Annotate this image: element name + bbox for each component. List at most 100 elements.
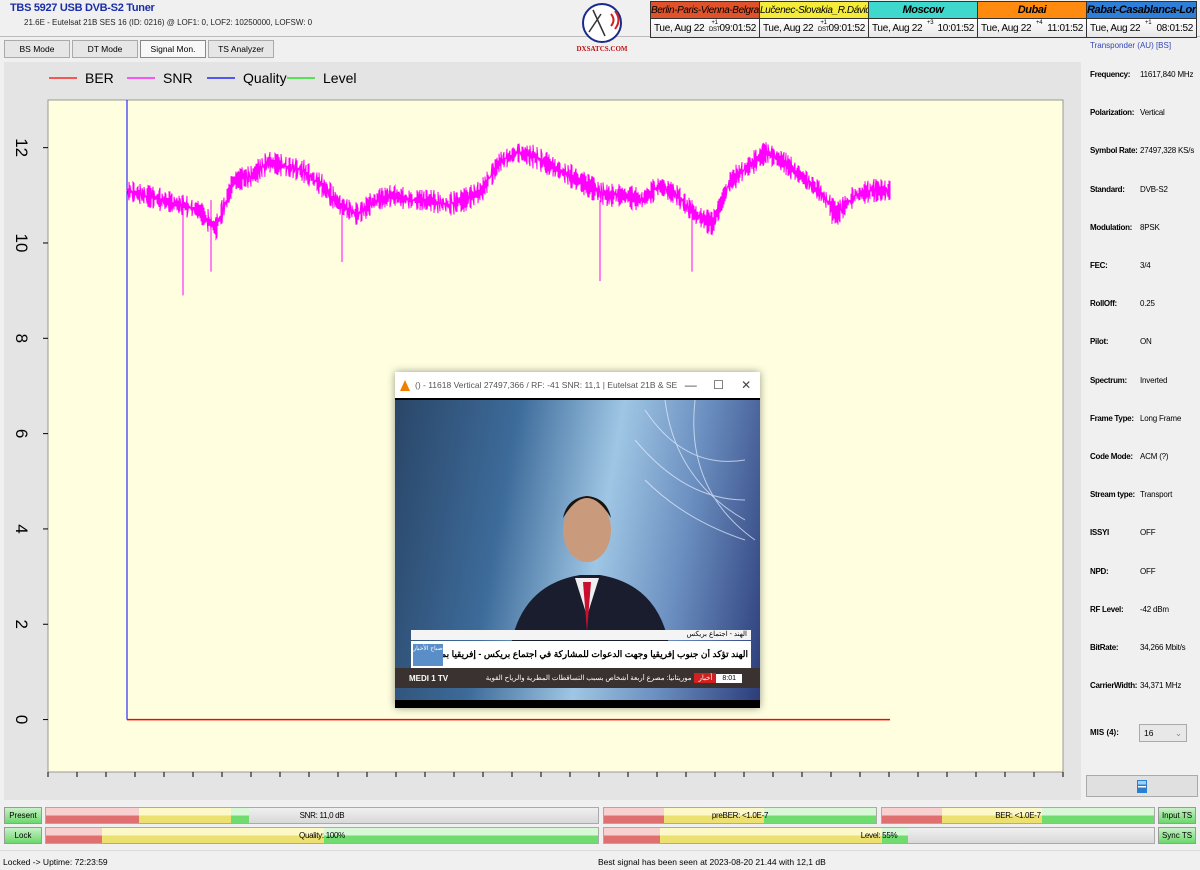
snr-point <box>250 175 252 177</box>
quality-label: Quality: 100% <box>299 831 345 840</box>
y-tick-label: 10 <box>12 234 31 253</box>
clock-4: Rabat-Casablanca-London Tue, Aug 22 +1 0… <box>1087 2 1196 37</box>
snr-point <box>179 204 181 206</box>
row-value: DVB-S2 <box>1140 184 1168 194</box>
mis-value: 16 <box>1144 728 1154 738</box>
clock-city: Moscow <box>869 2 977 19</box>
video-player-window[interactable]: () - 11618 Vertical 27497,366 / RF: -41 … <box>395 372 760 708</box>
panel-toggle-button[interactable] <box>1086 775 1198 797</box>
headline: الهند تؤكد أن جنوب إفريقيا وجهت الدعوات … <box>443 649 748 659</box>
snr-point <box>463 199 465 201</box>
snr-point <box>694 213 696 215</box>
row-value: 3/4 <box>1140 261 1151 270</box>
ber-meter: BER: <1.0E-7 <box>881 807 1155 824</box>
snr-point <box>339 204 341 206</box>
transponder-row: Standard: DVB-S2 <box>1090 185 1168 194</box>
row-value: OFF <box>1140 566 1156 576</box>
transponder-row: Spectrum: Inverted <box>1090 375 1168 385</box>
transponder-row: Frequency: 11617,840 MHz <box>1090 70 1193 79</box>
row-label: RollOff: <box>1090 299 1117 309</box>
transponder-row: Polarization: Vertical <box>1090 108 1165 117</box>
legend-label-snr: SNR <box>163 70 193 86</box>
row-value: ON <box>1140 337 1152 347</box>
row-value: 34,266 Mbit/s <box>1140 643 1186 652</box>
clock-dst: DST <box>709 27 721 33</box>
row-label: Spectrum: <box>1090 375 1127 385</box>
clock-time: 09:01:52 <box>719 22 756 34</box>
transponder-row: Modulation: 8PSK <box>1090 223 1160 232</box>
clock-offset: +1 <box>1145 20 1152 26</box>
clock-date: Tue, Aug 22 <box>654 22 705 34</box>
snr-point <box>286 166 288 168</box>
maximize-button[interactable]: ☐ <box>713 378 724 392</box>
clock-time: 08:01:52 <box>1156 22 1193 34</box>
snr-point <box>747 166 749 168</box>
snr-point <box>268 161 270 163</box>
row-label: Standard: <box>1090 184 1125 194</box>
snr-label: SNR: 11,0 dB <box>299 811 345 820</box>
snr-point <box>836 213 838 215</box>
video-frame: الهند - اجتماع بريكس صباح الأخبار الهند … <box>395 400 760 700</box>
snr-point <box>871 189 873 192</box>
snr-point <box>410 199 412 201</box>
transponder-row: CarrierWidth: 34,371 MHz <box>1090 681 1181 690</box>
row-label: BitRate: <box>1090 643 1119 652</box>
transponder-row: Stream type: Transport <box>1090 490 1172 499</box>
snr-point <box>605 194 607 196</box>
y-tick-label: 6 <box>12 429 31 438</box>
app-title: TBS 5927 USB DVB-S2 Tuner <box>10 2 155 14</box>
row-value: 11617,840 MHz <box>1140 70 1194 79</box>
uptime-status: Locked -> Uptime: 72:23:59 <box>3 857 108 867</box>
divider <box>0 850 1200 851</box>
tab-bs-mode[interactable]: BS Mode <box>4 40 70 58</box>
row-label: Symbol Rate: <box>1090 146 1138 156</box>
snr-point <box>534 156 536 158</box>
snr-point <box>623 194 625 196</box>
tab-dt-mode[interactable]: DT Mode <box>72 40 138 58</box>
ticker-label: أخبار <box>694 673 717 683</box>
list-icon <box>1137 780 1147 793</box>
row-label: Pilot: <box>1090 337 1109 347</box>
row-value: ACM (?) <box>1140 452 1169 461</box>
snr-point <box>232 180 235 182</box>
snr-point <box>853 194 856 196</box>
clock-time: 10:01:52 <box>937 22 974 34</box>
snr-point <box>552 166 554 168</box>
snr-point <box>144 194 146 196</box>
row-label: Stream type: <box>1090 490 1135 500</box>
tab-signal-monitor[interactable]: Signal Mon. <box>140 40 206 58</box>
lower-third-topic: الهند - اجتماع بريكس <box>411 630 751 640</box>
satellite-info: 21.6E - Eutelsat 21B SES 16 (ID: 0216) @… <box>24 18 313 27</box>
minimize-button[interactable]: — <box>684 378 697 392</box>
close-button[interactable]: ✕ <box>741 378 752 392</box>
mis-select[interactable]: 16 ⌄ <box>1139 724 1187 742</box>
row-value: -42 dBm <box>1140 604 1169 614</box>
clock-offset: +1 <box>820 20 827 26</box>
snr-point <box>161 199 164 201</box>
transponder-panel: Frequency: 11617,840 MHz Polarization: Vert… <box>1085 55 1200 800</box>
row-value: Long Frame <box>1140 413 1182 423</box>
snr-point <box>374 199 377 201</box>
channel-logo: MEDI 1 TV <box>409 673 449 683</box>
snr-point <box>126 189 128 192</box>
snr-point <box>711 223 714 225</box>
clock-offset: +1 <box>711 20 718 26</box>
row-label: Code Mode: <box>1090 452 1133 461</box>
clock-date: Tue, Aug 22 <box>981 22 1032 34</box>
row-label: Frame Type: <box>1090 413 1134 423</box>
transponder-title: Transponder (AU) [BS] <box>1090 41 1172 50</box>
row-label: RF Level: <box>1090 604 1124 614</box>
row-value: Transport <box>1140 490 1173 500</box>
row-label: CarrierWidth: <box>1090 681 1138 691</box>
clock-city: Berlin-Paris-Vienna-Belgrade <box>651 2 759 19</box>
snr-point <box>729 180 731 182</box>
clock-0: Berlin-Paris-Vienna-Belgrade Tue, Aug 22… <box>651 2 760 37</box>
news-ticker: موريتانيا: مصرع أربعة أشخاص بسبب التساقط… <box>485 675 692 682</box>
transponder-row: Pilot: ON <box>1090 337 1152 346</box>
video-title-bar[interactable]: () - 11618 Vertical 27497,366 / RF: -41 … <box>395 372 760 398</box>
clock-date: Tue, Aug 22 <box>872 22 923 34</box>
snr-point <box>392 194 394 196</box>
tab-ts-analyzer[interactable]: TS Analyzer (OK) <box>208 40 274 70</box>
transponder-row: NPD: OFF <box>1090 566 1156 576</box>
transponder-row: Code Mode: ACM (?) <box>1090 452 1169 461</box>
